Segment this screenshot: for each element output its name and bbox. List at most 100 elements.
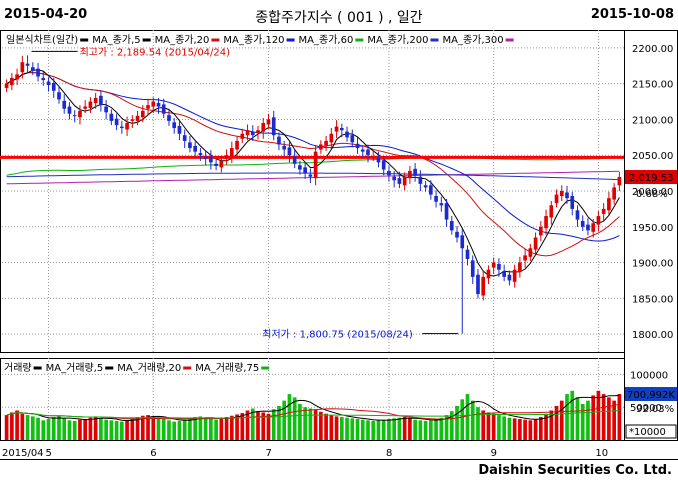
volume-bar — [292, 397, 297, 440]
start-date: 2015-04-20 — [4, 7, 88, 22]
ma20-line — [6, 71, 620, 257]
x-tick-label: 2015/04 — [2, 448, 44, 459]
last-price-label: 2,019.53 — [629, 173, 674, 184]
candle-body — [214, 163, 218, 166]
candle-body — [549, 205, 554, 218]
volume-bar — [491, 413, 496, 440]
candle-body — [512, 269, 517, 282]
candle-body — [612, 187, 616, 200]
volume-bar — [99, 418, 103, 440]
candle-body — [130, 119, 135, 121]
candle-body — [470, 260, 475, 277]
candle-body — [491, 262, 496, 268]
volume-last-label: 700,992K — [627, 390, 675, 401]
candle-body — [62, 100, 67, 109]
volume-bar — [303, 407, 307, 440]
candle-body — [397, 178, 402, 184]
volume-bar — [46, 419, 51, 440]
footer: Daishin Securities Co. Ltd. — [0, 462, 678, 484]
volume-bar — [423, 420, 428, 440]
volume-bar — [533, 419, 538, 440]
volume-bar — [36, 417, 40, 440]
volume-bar — [518, 419, 522, 440]
volume-bar — [114, 420, 119, 440]
volume-last-flag — [625, 387, 677, 402]
volume-bar — [355, 419, 360, 440]
candle-body — [580, 221, 585, 227]
volume-bar — [188, 418, 192, 440]
volume-bar — [591, 395, 596, 440]
x-tick-label: 7 — [265, 448, 271, 459]
candle-body — [481, 276, 486, 296]
candle-body — [266, 119, 271, 125]
volume-legend-item: MA_거래량,75 — [195, 362, 259, 374]
candle-body — [465, 249, 470, 259]
volume-bar — [245, 410, 250, 440]
volume-bar — [607, 397, 611, 440]
volume-legend-item: MA_거래량,5 — [46, 362, 104, 374]
candle-body — [10, 77, 14, 86]
volume-bar — [366, 420, 370, 440]
candle-body — [596, 216, 601, 225]
volume-bar — [429, 420, 433, 440]
volume-bar — [350, 418, 355, 440]
candle-body — [172, 122, 177, 129]
candle-body — [518, 262, 522, 272]
volume-bar — [381, 419, 386, 440]
volume-bar — [408, 418, 412, 440]
candle-body — [203, 156, 208, 159]
volume-bar — [313, 409, 318, 440]
volume-bar — [282, 400, 287, 440]
price-tick-label: 1850.00 — [632, 294, 673, 305]
candle-body — [408, 170, 412, 179]
candle-body — [209, 156, 213, 163]
price-tick-label: 2000.00 — [632, 187, 673, 198]
volume-bar — [507, 417, 512, 440]
volume-ma75-line — [6, 410, 620, 419]
volume-bar — [72, 420, 77, 440]
candle-body — [476, 274, 480, 295]
volume-bar — [549, 410, 554, 440]
price-tick-label: 2150.00 — [632, 80, 673, 91]
candle-body — [439, 203, 444, 206]
volume-bar — [586, 400, 590, 440]
volume-bar — [146, 415, 150, 440]
company-name: Daishin Securities Co. Ltd. — [478, 463, 672, 478]
candle-body — [334, 126, 339, 132]
volume-bar — [193, 417, 197, 440]
price-legend-item: MA_종가,120 — [223, 34, 284, 46]
candle-body — [125, 123, 129, 130]
candle-body — [282, 145, 287, 150]
candle-body — [4, 83, 9, 88]
candle-body — [114, 118, 119, 126]
candle-body — [538, 226, 543, 236]
candle-body — [345, 131, 349, 138]
candle-body — [366, 149, 370, 156]
volume-bar — [402, 417, 407, 440]
volume-bar — [266, 413, 271, 440]
volume-bar — [455, 405, 459, 440]
volume-bar — [360, 419, 365, 440]
candle-body — [57, 92, 61, 100]
unit-box — [625, 424, 677, 439]
candle-body — [324, 140, 328, 146]
volume-bar — [20, 413, 25, 440]
candle-body — [182, 135, 187, 141]
volume-bar — [167, 420, 171, 440]
candle-body — [429, 185, 433, 195]
candle-body — [271, 117, 276, 136]
candle-body — [161, 104, 166, 114]
volume-bar — [544, 413, 548, 440]
candle-body — [402, 176, 407, 186]
candle-body — [245, 130, 250, 136]
volume-bar — [334, 416, 339, 440]
volume-bar — [387, 419, 391, 440]
candle-body — [591, 223, 596, 232]
candle-body — [376, 158, 381, 163]
volume-bar — [538, 417, 543, 440]
volume-bar — [449, 411, 454, 440]
chart-header: 2015-04-20 종합주가지수 ( 001 ) , 일간 2015-10-0… — [0, 0, 678, 30]
volume-bar — [277, 405, 281, 440]
volume-bar — [392, 418, 397, 440]
